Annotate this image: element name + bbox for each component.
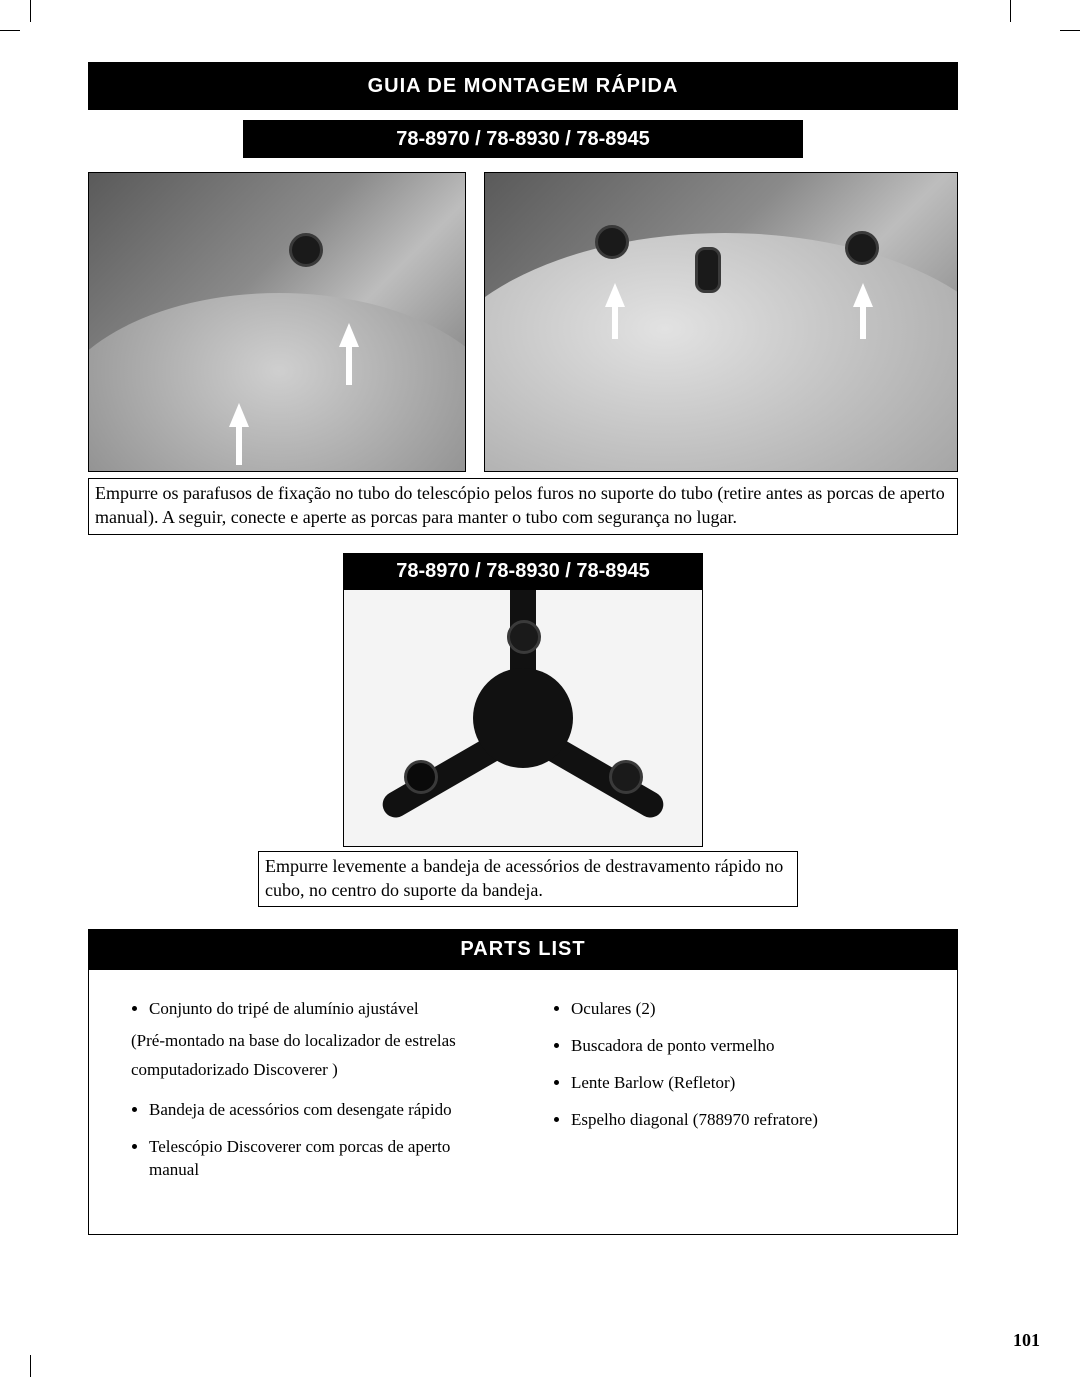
step1-caption: Empurre os parafusos de fixação no tubo …: [88, 478, 958, 535]
parts-left-item-1: Conjunto do tripé de alumínio ajustável: [149, 999, 419, 1018]
list-item: Conjunto do tripé de alumínio ajustável …: [149, 998, 493, 1085]
step2-image: [343, 589, 703, 847]
list-item: Espelho diagonal (788970 refratore): [571, 1109, 915, 1132]
model-numbers-banner-2: 78-8970 / 78-8930 / 78-8945: [343, 553, 703, 589]
list-item: Bandeja de acessórios com desengate rápi…: [149, 1099, 493, 1122]
step1-image-row: [88, 172, 958, 472]
model-numbers-banner: 78-8970 / 78-8930 / 78-8945: [243, 120, 803, 158]
list-item: Buscadora de ponto vermelho: [571, 1035, 915, 1058]
step2-caption: Empurre levemente a bandeja de acessório…: [258, 851, 798, 908]
step1-image-right: [484, 172, 958, 472]
parts-list-right-column: Oculares (2) Buscadora de ponto vermelho…: [553, 998, 915, 1196]
page-number: 101: [1013, 1330, 1040, 1351]
quick-assembly-title: GUIA DE MONTAGEM RÁPIDA: [88, 62, 958, 110]
list-item: Lente Barlow (Refletor): [571, 1072, 915, 1095]
step1-image-left: [88, 172, 466, 472]
parts-list-left-column: Conjunto do tripé de alumínio ajustável …: [131, 998, 493, 1196]
parts-left-item-1-note: (Pré-montado na base do localizador de e…: [131, 1027, 493, 1085]
parts-list-heading: PARTS LIST: [88, 929, 958, 969]
list-item: Oculares (2): [571, 998, 915, 1021]
list-item: Telescópio Discoverer com porcas de aper…: [149, 1136, 493, 1182]
parts-list-box: Conjunto do tripé de alumínio ajustável …: [88, 969, 958, 1235]
